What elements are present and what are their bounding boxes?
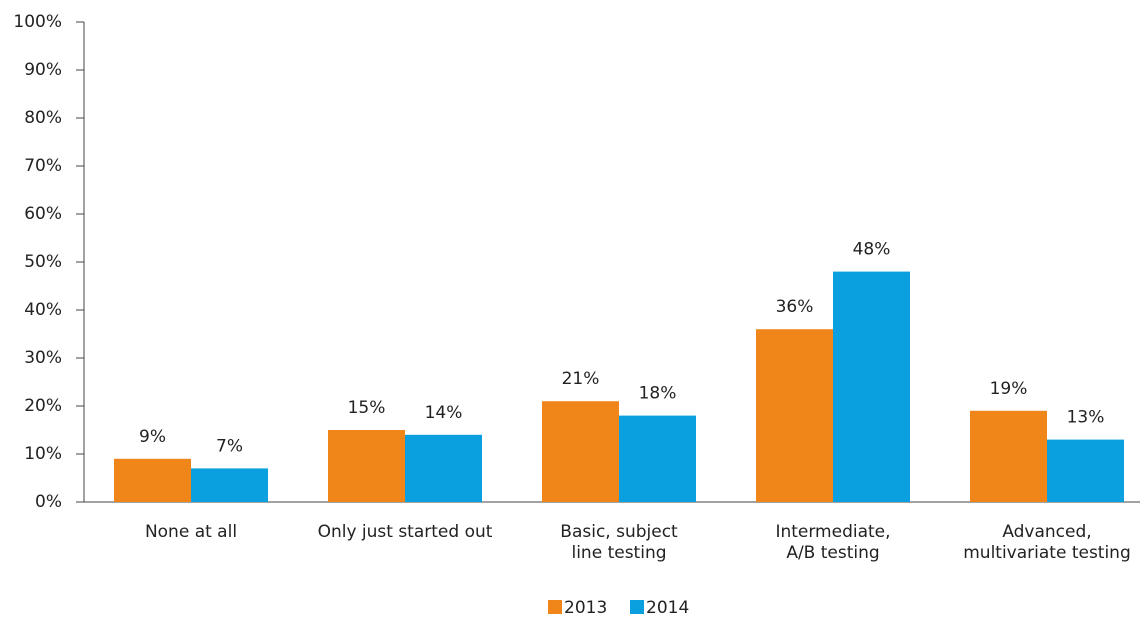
bar [114,458,191,502]
bar [191,468,268,502]
bar [970,410,1047,502]
legend-label: 2013 [564,598,607,618]
legend-swatch [630,600,644,614]
x-tick-label: Intermediate, A/B testing [775,522,891,563]
x-tick-label: Basic, subject line testing [560,522,678,563]
x-tick-label: Only just started out [317,522,493,542]
y-tick-label: 30% [24,348,62,368]
y-tick-label: 70% [24,156,62,176]
y-tick-label: 50% [24,252,62,272]
y-tick-label: 80% [24,108,62,128]
legend-label: 2014 [646,598,689,618]
x-tick-label: Advanced, multivariate testing [963,522,1131,563]
y-tick-label: 60% [24,204,62,224]
legend-swatch [548,600,562,614]
y-tick-label: 10% [24,444,62,464]
y-tick-label: 0% [35,492,62,512]
data-label: 18% [639,384,677,404]
bar [619,415,696,502]
data-label: 13% [1067,408,1105,428]
bar [542,401,619,502]
bar [833,271,910,502]
y-tick-label: 20% [24,396,62,416]
bar [1047,439,1124,502]
data-label: 7% [216,436,243,456]
x-tick-label: None at all [144,522,238,542]
data-label: 48% [853,240,891,260]
data-label: 9% [139,427,166,447]
bar [328,430,405,502]
y-tick-label: 90% [24,60,62,80]
data-label: 14% [425,403,463,423]
data-label: 19% [990,379,1028,399]
bar [756,329,833,502]
data-label: 15% [348,398,386,418]
data-label: 21% [562,369,600,389]
y-tick-label: 100% [13,12,62,32]
data-label: 36% [776,297,814,317]
y-tick-label: 40% [24,300,62,320]
bar [405,434,482,502]
